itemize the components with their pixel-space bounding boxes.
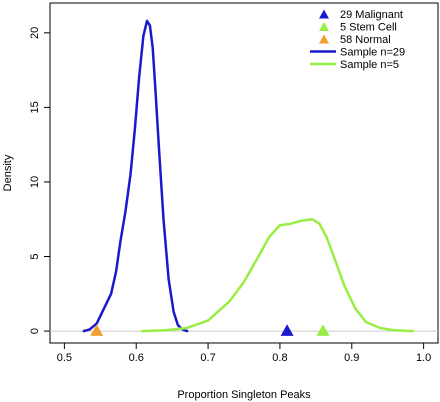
x-tick-label-2: 0.7 xyxy=(200,352,215,364)
legend-label-1: 5 Stem Cell xyxy=(340,22,397,34)
legend-symbol-2 xyxy=(319,34,329,44)
marker-2 xyxy=(90,324,104,336)
legend-label-0: 29 Malignant xyxy=(340,9,403,21)
legend-label-2: 58 Normal xyxy=(340,34,391,46)
y-axis-label: Density xyxy=(2,154,14,191)
series-line-1 xyxy=(140,217,415,333)
series-line-0 xyxy=(82,19,189,333)
x-tick-label-0: 0.5 xyxy=(57,352,72,364)
series-layer xyxy=(50,19,438,333)
marker-1 xyxy=(316,324,330,336)
x-tick-label-3: 0.8 xyxy=(272,352,287,364)
legend-label-3: Sample n=29 xyxy=(340,47,405,59)
x-tick-label-1: 0.6 xyxy=(129,352,144,364)
axes: 0.5 0.6 0.7 0.8 0.9 1.0 0 5 10 15 20 xyxy=(29,27,431,364)
x-tick-label-5: 1.0 xyxy=(416,352,431,364)
legend-symbol-0 xyxy=(319,9,329,19)
x-axis-label: Proportion Singleton Peaks xyxy=(177,389,311,401)
plot-frame xyxy=(49,2,439,344)
marker-0 xyxy=(280,324,294,336)
y-tick-label-2: 10 xyxy=(29,176,41,188)
y-tick-label-4: 20 xyxy=(29,27,41,39)
marker-layer xyxy=(90,324,330,336)
y-tick-label-3: 15 xyxy=(29,101,41,113)
x-tick-label-4: 0.9 xyxy=(344,352,359,364)
y-tick-label-1: 5 xyxy=(29,253,41,259)
y-tick-label-0: 0 xyxy=(29,328,41,334)
legend-label-4: Sample n=5 xyxy=(340,59,399,71)
legend-symbol-1 xyxy=(319,22,329,31)
